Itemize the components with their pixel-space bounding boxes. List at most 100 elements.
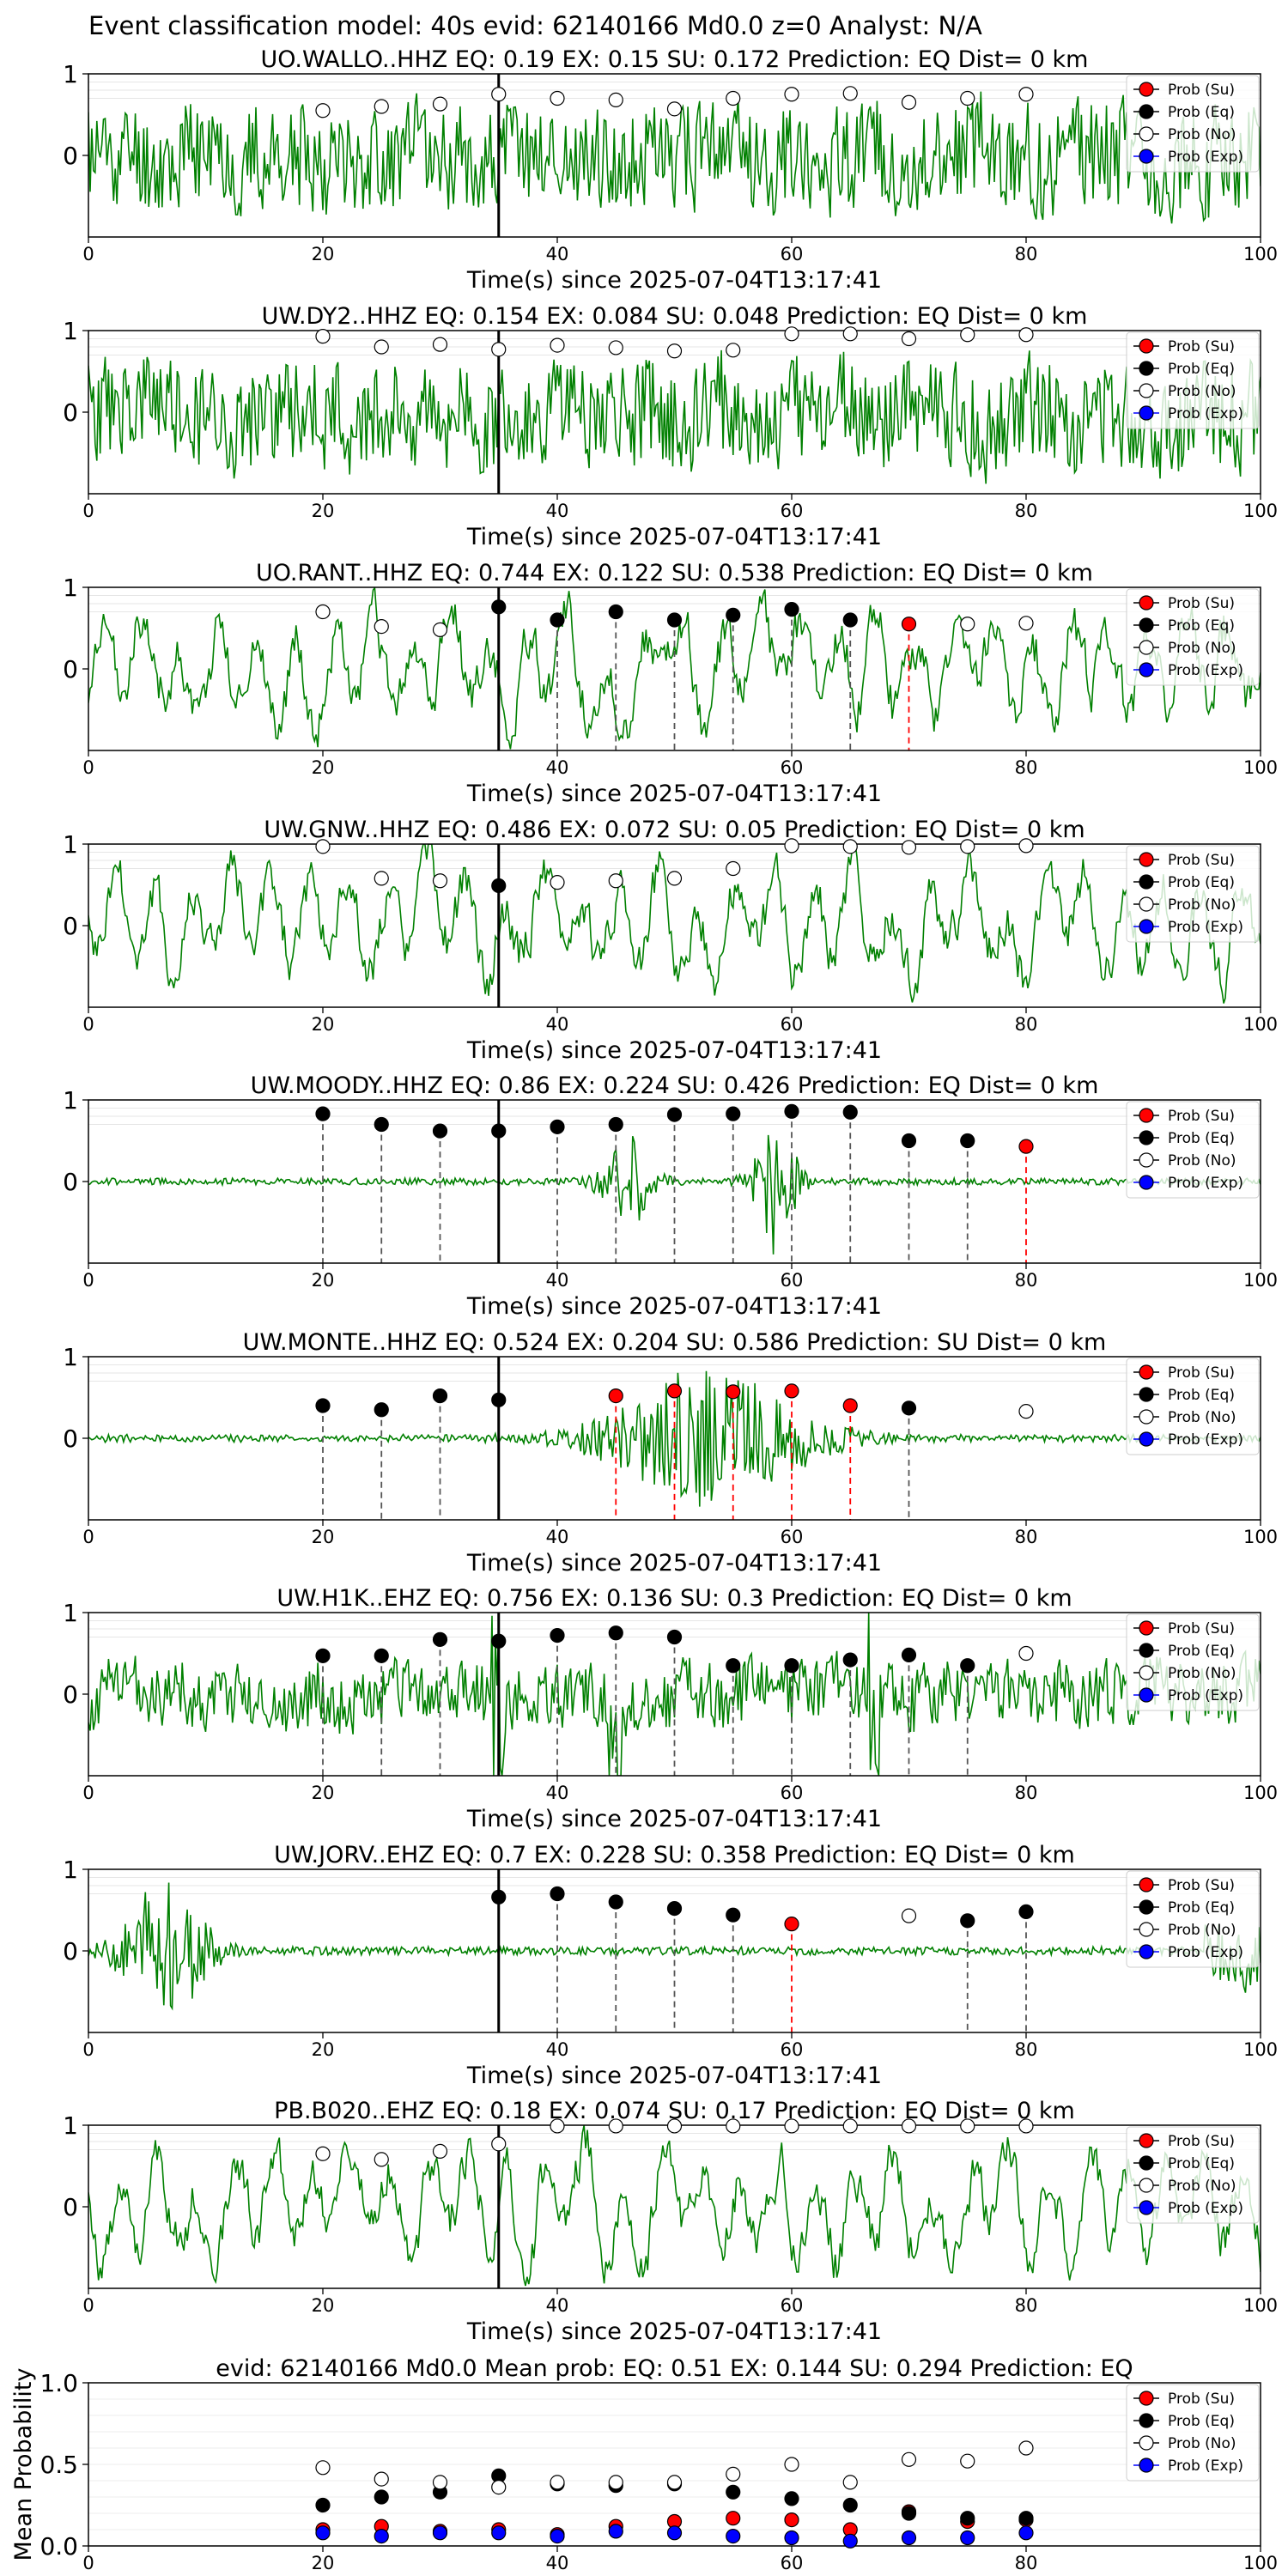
mean-prob-marker-exp — [315, 2525, 331, 2541]
prob-marker-no — [491, 2136, 507, 2152]
waveform-trace — [88, 349, 1261, 484]
prob-marker-eq — [726, 1907, 741, 1923]
x-tick-label: 80 — [1015, 757, 1038, 778]
mean-prob-marker-no — [842, 2475, 858, 2490]
waveform-trace — [88, 844, 1261, 1004]
prob-marker-no — [1018, 838, 1034, 854]
prob-marker-eq — [608, 1894, 623, 1910]
prob-marker-eq — [374, 1402, 389, 1418]
legend: Prob (Su) Prob (Eq) Prob (No) Prob (Exp) — [1126, 2384, 1260, 2482]
x-tick-label: 0 — [82, 244, 94, 264]
legend-label: Prob (Eq) — [1168, 1899, 1235, 1917]
legend-label: Prob (Eq) — [1168, 361, 1235, 378]
x-tick-label: 40 — [546, 1783, 569, 1803]
x-tick-label: 100 — [1243, 244, 1278, 264]
prob-marker-su — [666, 1383, 683, 1399]
legend-label: Prob (Eq) — [1168, 2413, 1235, 2430]
mean-prob-marker-exp — [842, 2533, 858, 2549]
x-tick-label: 100 — [1243, 1270, 1278, 1291]
legend-marker-eq — [1139, 1130, 1154, 1145]
prob-marker-no — [901, 2118, 917, 2134]
legend: Prob (Su) Prob (Eq) Prob (No) Prob (Exp) — [1126, 1101, 1260, 1199]
chart-panel: PB.B020..EHZ EQ: 0.18 EX: 0.074 SU: 0.17… — [63, 2098, 1278, 2345]
prob-marker-no — [315, 839, 331, 854]
legend-marker-exp — [1139, 1687, 1154, 1703]
x-tick-label: 20 — [312, 244, 335, 264]
prob-marker-no — [608, 873, 623, 889]
x-axis-label: Time(s) since 2025-07-04T13:17:41 — [466, 1293, 882, 1320]
panels: UO.WALLO..HHZ EQ: 0.19 EX: 0.15 SU: 0.17… — [10, 46, 1278, 2573]
waveform-trace — [88, 91, 1261, 224]
prob-marker-no — [960, 617, 975, 632]
prob-marker-su — [726, 1384, 741, 1400]
x-tick-label: 60 — [781, 2039, 804, 2060]
legend-box — [1126, 845, 1260, 943]
x-tick-label: 0 — [82, 757, 94, 778]
mean-prob-marker-no — [374, 2471, 389, 2487]
panel-title: UW.MONTE..HHZ EQ: 0.524 EX: 0.204 SU: 0.… — [243, 1329, 1107, 1356]
x-axis-label: Time(s) since 2025-07-04T13:17:41 — [466, 2063, 882, 2089]
mean-prob-marker-exp — [960, 2530, 975, 2546]
chart-panel: UW.MOODY..HHZ EQ: 0.86 EX: 0.224 SU: 0.4… — [63, 1072, 1278, 1320]
y-tick-label: 0 — [63, 1680, 78, 1709]
legend-marker-no — [1139, 1152, 1154, 1168]
prob-marker-eq — [666, 612, 683, 628]
prob-marker-no — [726, 860, 741, 877]
mean-prob-marker-exp — [550, 2529, 565, 2544]
legend-marker-exp — [1139, 1431, 1154, 1447]
legend-label: Prob (Exp) — [1168, 1687, 1243, 1704]
x-tick-label: 40 — [546, 501, 569, 521]
legend-label: Prob (Exp) — [1168, 2458, 1243, 2475]
mean-prob-marker-no — [550, 2475, 565, 2490]
legend-marker-su — [1139, 852, 1154, 867]
legend-label: Prob (Eq) — [1168, 1387, 1235, 1404]
prob-marker-no — [842, 2118, 858, 2134]
prob-marker-no — [666, 2118, 683, 2134]
legend-marker-su — [1139, 1620, 1154, 1636]
legend-label: Prob (Exp) — [1168, 1175, 1243, 1192]
legend-label: Prob (Su) — [1168, 1620, 1235, 1637]
x-axis-label: Time(s) since 2025-07-04T13:17:41 — [466, 267, 882, 294]
prob-marker-no — [960, 327, 975, 343]
prob-marker-no — [901, 1908, 917, 1923]
legend-marker-exp — [1139, 405, 1154, 421]
legend-marker-su — [1139, 82, 1154, 97]
x-tick-label: 40 — [546, 757, 569, 778]
prob-marker-no — [432, 2143, 448, 2159]
legend-marker-no — [1139, 126, 1154, 142]
prob-marker-no — [315, 2146, 331, 2161]
x-tick-label: 60 — [781, 757, 804, 778]
prob-marker-eq — [726, 1106, 741, 1121]
x-tick-label: 40 — [546, 1527, 569, 1547]
legend-label: Prob (No) — [1168, 2435, 1236, 2452]
legend-label: Prob (Eq) — [1168, 1643, 1235, 1660]
x-tick-label: 40 — [546, 244, 569, 264]
mean-prob-marker-eq — [784, 2491, 799, 2506]
prob-marker-eq — [784, 1658, 799, 1674]
x-tick-label: 0 — [82, 2039, 94, 2060]
prob-marker-eq — [550, 612, 565, 628]
prob-marker-no — [608, 92, 623, 108]
prob-marker-no — [1018, 1645, 1034, 1662]
mean-prob-marker-exp — [726, 2529, 741, 2544]
x-tick-label: 100 — [1243, 1527, 1278, 1547]
mean-prob-marker-eq — [960, 2511, 975, 2526]
prob-marker-no — [374, 99, 389, 114]
mean-prob-marker-exp — [1018, 2525, 1034, 2541]
legend-label: Prob (Exp) — [1168, 149, 1243, 166]
chart-panel: evid: 62140166 Md0.0 Mean prob: EQ: 0.51… — [10, 2355, 1278, 2573]
legend-label: Prob (No) — [1168, 1922, 1236, 1939]
prob-marker-eq — [550, 1627, 565, 1643]
x-axis-label: Time(s) since 2025-07-04T13:17:41 — [466, 781, 882, 807]
prob-marker-no — [608, 2118, 623, 2134]
y-tick-label: 0 — [63, 1168, 78, 1196]
prob-marker-eq — [960, 1913, 975, 1929]
legend-marker-su — [1139, 2391, 1154, 2406]
y-axis-label: Mean Probability — [10, 2368, 37, 2561]
legend-label: Prob (Su) — [1168, 2391, 1235, 2408]
prob-marker-no — [550, 337, 565, 353]
x-tick-label: 20 — [312, 757, 335, 778]
prob-marker-eq — [491, 878, 507, 894]
legend-label: Prob (No) — [1168, 1409, 1236, 1426]
panel-title: UW.H1K..EHZ EQ: 0.756 EX: 0.136 SU: 0.3 … — [276, 1585, 1072, 1612]
